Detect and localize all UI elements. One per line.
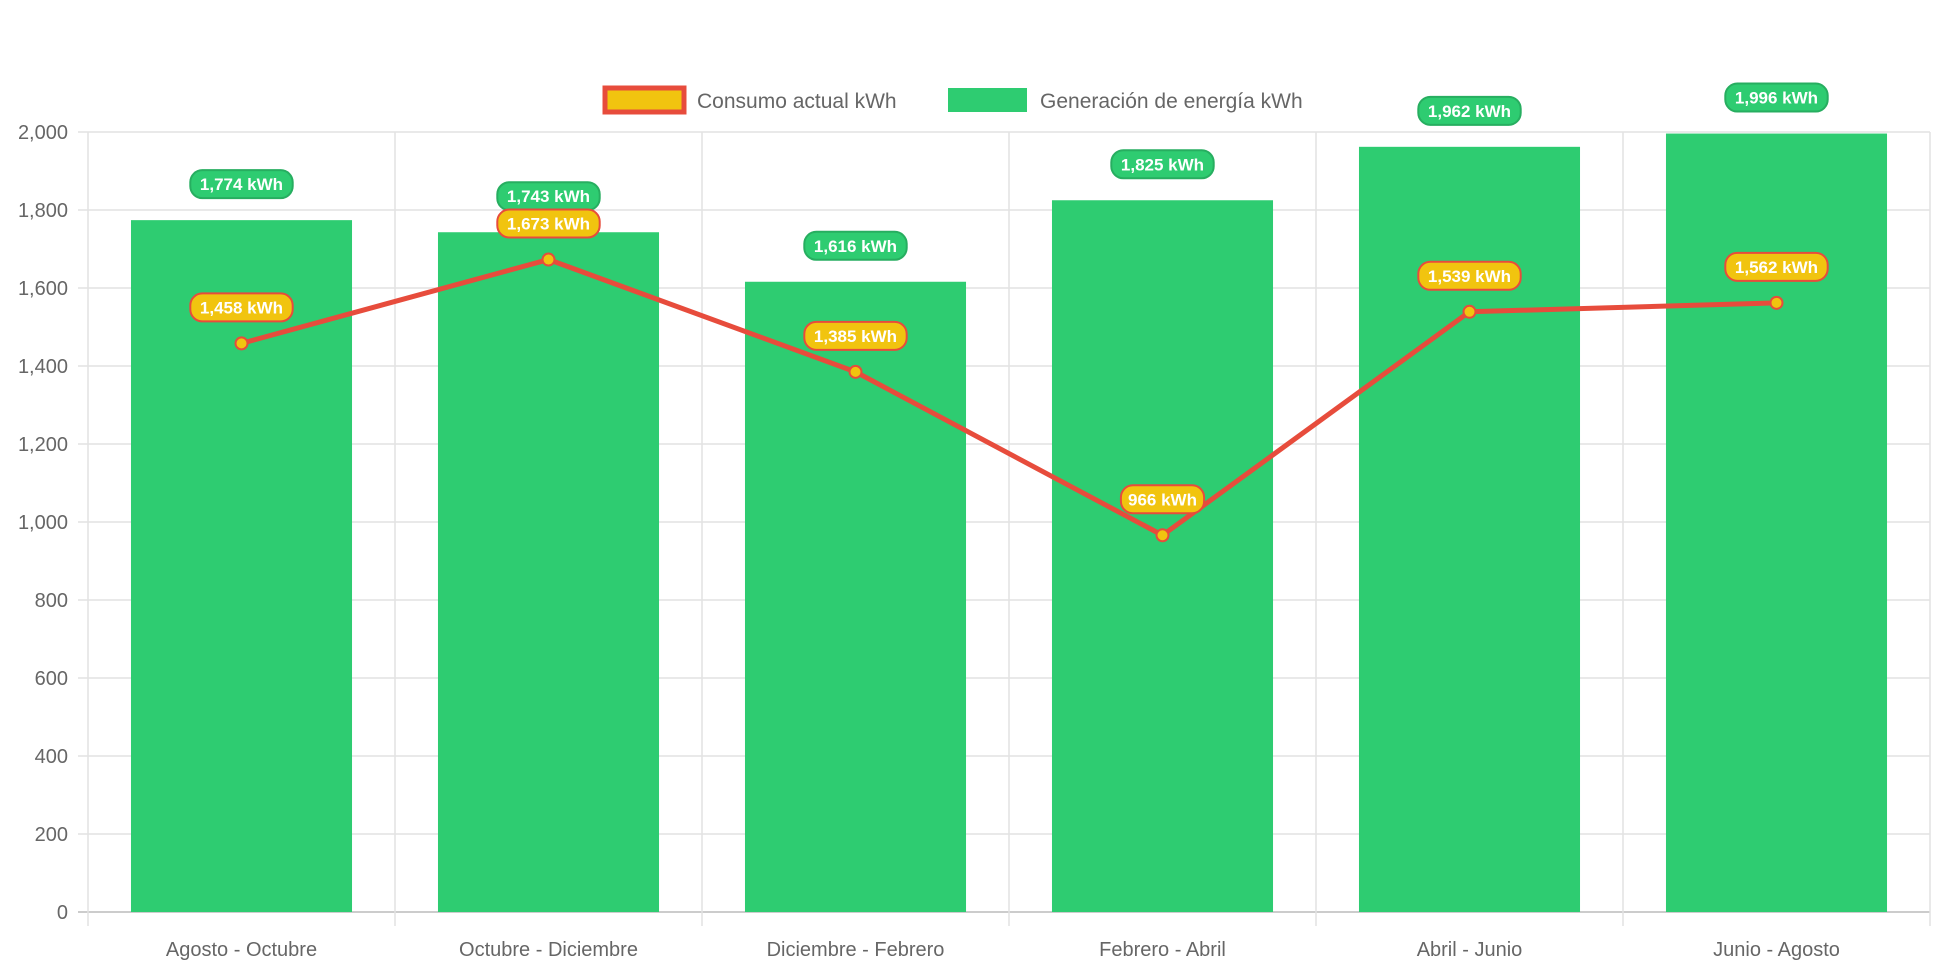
line-value-label-bg [496, 208, 601, 239]
legend-label-generacion: Generación de energía kWh [1040, 90, 1303, 113]
bar-value-label-bg [1724, 82, 1829, 113]
y-tick-label: 200 [35, 824, 68, 846]
line-value-label-bg [803, 320, 908, 351]
consumption-line [240, 257, 1777, 538]
line-series [234, 252, 1784, 543]
bar-value-label: 1,996 kWh [1735, 89, 1818, 108]
line-value-label: 1,539 kWh [1428, 267, 1511, 286]
y-tick-label: 1,600 [18, 278, 68, 300]
line-value-label-bg [1417, 260, 1522, 291]
line-point [541, 252, 556, 267]
y-tick-label: 400 [35, 746, 68, 768]
bar-value-label: 1,825 kWh [1121, 155, 1204, 174]
legend: Consumo actual kWh Generación de energía … [602, 85, 1303, 115]
grid: 0 200 400 600 800 1,000 1,200 1,400 1,600 1,800 2,… [18, 122, 1931, 961]
x-tick-label: Abril - Junio [1417, 939, 1523, 961]
data-labels: 1,774 kWh 1,743 kWh 1,616 kWh 1,825 kWh 1,96… [189, 82, 1829, 515]
bar-value-label: 1,962 kWh [1428, 102, 1511, 121]
y-tick-label: 600 [35, 668, 68, 690]
line-point [234, 336, 249, 351]
y-tick-label: 1,200 [18, 434, 68, 456]
line-value-label: 966 kWh [1128, 490, 1197, 509]
bar-value-label: 1,616 kWh [814, 237, 897, 256]
line-point [1769, 295, 1784, 310]
line-value-label-bg [1119, 484, 1206, 515]
legend-swatch-consumo [602, 85, 687, 115]
line-value-label-bg [1724, 251, 1829, 282]
legend-swatch-generacion [948, 88, 1027, 112]
bar [1051, 200, 1274, 912]
y-tick-label: 1,000 [18, 512, 68, 534]
line-value-label: 1,458 kWh [200, 298, 283, 317]
bar-value-label: 1,743 kWh [507, 187, 590, 206]
x-tick-label: Octubre - Diciembre [459, 939, 638, 961]
y-tick-label: 800 [35, 590, 68, 612]
bar-value-label-bg [1417, 95, 1522, 126]
bar-value-label-bg [1110, 149, 1215, 180]
x-tick-label: Agosto - Octubre [166, 939, 317, 961]
legend-label-consumo: Consumo actual kWh [697, 90, 897, 113]
line-value-label: 1,385 kWh [814, 327, 897, 346]
x-tick-label: Diciembre - Febrero [767, 939, 945, 961]
line-point [848, 364, 863, 379]
bar-value-label-bg [803, 230, 908, 261]
bar [437, 232, 660, 913]
y-tick-label: 2,000 [18, 122, 68, 144]
bar-value-label-bg [189, 169, 294, 200]
line-point [1462, 304, 1477, 319]
x-tick-label: Junio - Agosto [1713, 939, 1840, 961]
y-tick-label: 1,800 [18, 200, 68, 222]
line-point [1155, 528, 1170, 543]
y-tick-label: 0 [57, 902, 68, 924]
line-value-label: 1,562 kWh [1735, 258, 1818, 277]
bar [130, 220, 353, 912]
x-tick-label: Febrero - Abril [1099, 939, 1226, 961]
y-tick-label: 1,400 [18, 356, 68, 378]
bar [1665, 133, 1888, 912]
line-value-label-bg [189, 292, 294, 323]
line-value-label: 1,673 kWh [507, 215, 590, 234]
bar [744, 281, 967, 912]
bar-value-label: 1,774 kWh [200, 175, 283, 194]
